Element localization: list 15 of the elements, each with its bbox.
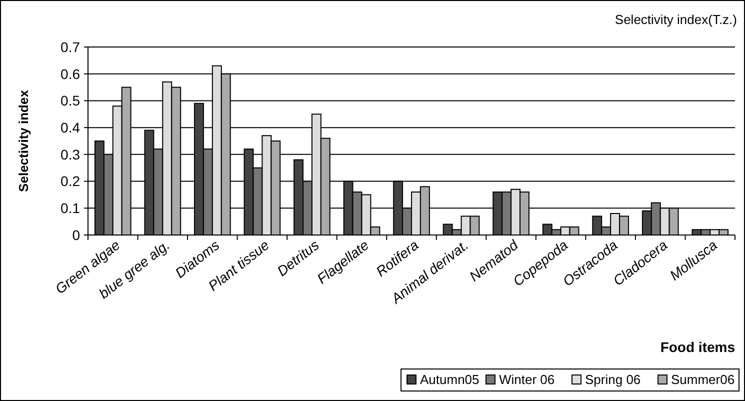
y-axis-title: Selectivity index [16, 89, 31, 192]
legend-label: Summer06 [671, 372, 735, 387]
x-axis-title: Food items [660, 339, 736, 355]
y-tick-label: 0.3 [60, 146, 80, 162]
y-tick-label: 0 [72, 226, 80, 243]
legend-label: Spring 06 [585, 372, 641, 387]
y-tick-label: 0.6 [60, 66, 80, 82]
y-tick-label: 0.5 [60, 92, 80, 109]
y-tick-label: 0.1 [60, 200, 80, 216]
y-tick-label: 0.7 [60, 38, 80, 55]
y-tick-label: 0.2 [60, 173, 80, 190]
legend-label: Winter 06 [499, 372, 555, 387]
y-tick-label: 0.4 [60, 119, 80, 136]
chart-title: Selectivity index(T.z.) [614, 12, 737, 27]
legend-label: Autumn05 [420, 372, 480, 387]
